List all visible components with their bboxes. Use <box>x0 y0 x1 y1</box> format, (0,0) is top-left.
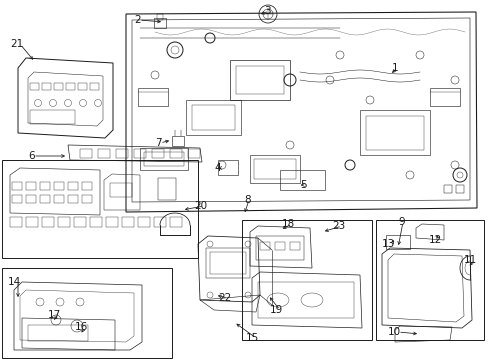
Text: 2: 2 <box>134 15 141 25</box>
Bar <box>205 248 249 278</box>
Bar <box>42 217 54 227</box>
Bar <box>253 159 295 179</box>
Bar <box>140 148 187 170</box>
Bar <box>258 282 353 318</box>
Bar <box>229 60 289 100</box>
Text: 6: 6 <box>28 151 35 161</box>
Bar <box>192 105 235 130</box>
Text: 22: 22 <box>218 293 231 303</box>
Bar <box>375 220 483 340</box>
Bar <box>10 217 22 227</box>
Bar <box>40 195 50 203</box>
Bar <box>28 325 88 341</box>
Bar <box>274 242 285 250</box>
Text: 15: 15 <box>245 333 259 343</box>
Bar <box>82 182 92 190</box>
Bar <box>90 83 99 90</box>
Bar <box>26 195 36 203</box>
Bar <box>110 183 132 197</box>
Text: 12: 12 <box>428 235 441 245</box>
Text: 3: 3 <box>264 6 270 16</box>
Bar <box>68 182 78 190</box>
Bar <box>143 152 183 166</box>
Bar <box>152 149 163 158</box>
Bar <box>359 110 429 155</box>
Bar <box>157 14 163 20</box>
Text: 11: 11 <box>463 255 476 265</box>
Text: 21: 21 <box>10 39 23 49</box>
Bar <box>289 242 299 250</box>
Bar <box>82 195 92 203</box>
Bar <box>185 100 241 135</box>
Text: 17: 17 <box>48 310 61 320</box>
Bar <box>365 116 423 150</box>
Bar <box>154 217 165 227</box>
Bar <box>30 83 39 90</box>
Bar <box>170 149 182 158</box>
Bar <box>26 217 38 227</box>
Bar <box>40 182 50 190</box>
Bar <box>12 195 22 203</box>
Bar <box>54 182 64 190</box>
Bar <box>122 217 134 227</box>
Bar <box>116 149 128 158</box>
Bar <box>66 83 75 90</box>
Bar <box>249 155 299 183</box>
Bar <box>187 149 200 158</box>
Bar <box>54 83 63 90</box>
Bar <box>385 235 409 249</box>
Bar <box>443 185 451 193</box>
Bar <box>68 195 78 203</box>
Bar <box>58 217 70 227</box>
Text: 18: 18 <box>282 219 295 229</box>
Bar <box>429 88 459 106</box>
Text: 16: 16 <box>75 322 88 332</box>
Text: 4: 4 <box>214 163 220 173</box>
Bar <box>236 66 284 94</box>
Text: 19: 19 <box>269 305 283 315</box>
Text: 7: 7 <box>155 138 162 148</box>
Bar <box>138 217 150 227</box>
Text: 1: 1 <box>391 63 398 73</box>
Bar <box>158 178 176 200</box>
Bar <box>260 242 269 250</box>
Bar <box>106 217 118 227</box>
Bar <box>54 195 64 203</box>
Bar <box>30 110 75 124</box>
Bar <box>90 217 102 227</box>
Bar <box>98 149 110 158</box>
Text: 8: 8 <box>244 195 250 205</box>
Text: 13: 13 <box>381 239 394 249</box>
Bar <box>78 83 87 90</box>
Bar <box>280 170 325 190</box>
Text: 10: 10 <box>387 327 400 337</box>
Bar <box>154 18 165 28</box>
Bar <box>74 217 86 227</box>
Bar <box>170 217 182 227</box>
Bar <box>26 182 36 190</box>
Bar <box>42 83 51 90</box>
Bar <box>455 185 463 193</box>
Bar <box>256 236 304 260</box>
Bar <box>2 160 198 258</box>
Bar <box>242 220 371 340</box>
Bar <box>172 136 183 146</box>
Bar <box>209 252 245 274</box>
Bar <box>80 149 92 158</box>
Text: 20: 20 <box>194 201 207 211</box>
Bar <box>218 160 238 175</box>
Bar <box>138 88 168 106</box>
Bar <box>2 268 172 358</box>
Text: 14: 14 <box>8 277 21 287</box>
Bar <box>12 182 22 190</box>
Text: 9: 9 <box>397 217 404 227</box>
Text: 5: 5 <box>299 180 306 190</box>
Text: 23: 23 <box>331 221 345 231</box>
Bar <box>134 149 146 158</box>
